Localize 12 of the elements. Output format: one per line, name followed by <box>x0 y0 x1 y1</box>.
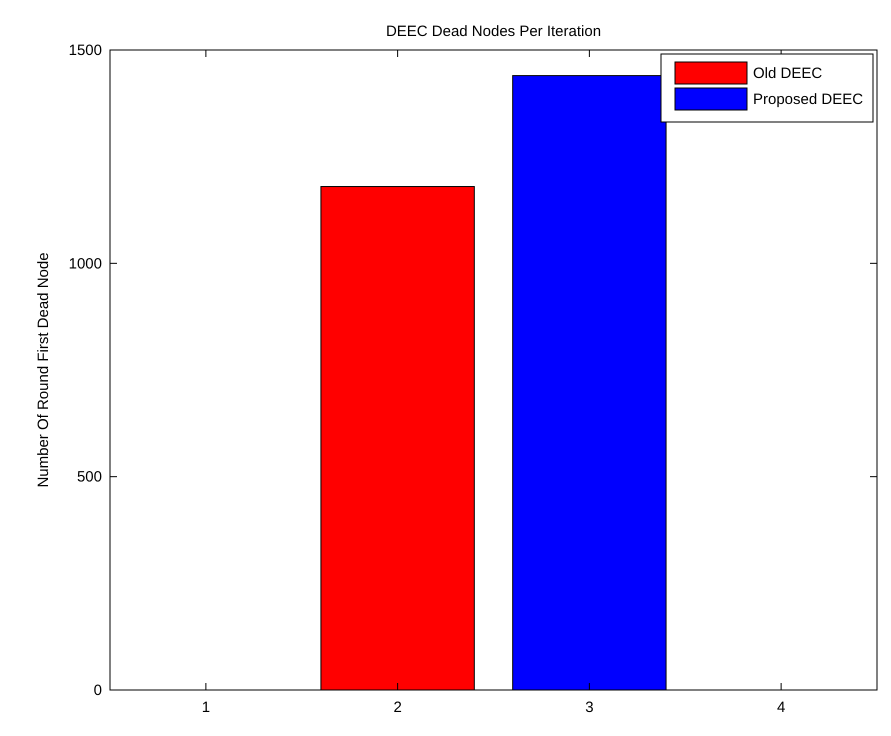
x-tick-label: 3 <box>585 699 594 716</box>
y-tick-label: 1500 <box>68 42 102 59</box>
legend-label: Old DEEC <box>753 65 822 82</box>
legend-label: Proposed DEEC <box>753 91 864 108</box>
y-tick-label: 0 <box>94 682 102 699</box>
x-tick-label: 2 <box>393 699 402 716</box>
x-tick-label: 4 <box>776 699 786 716</box>
y-axis-title: Number Of Round First Dead Node <box>35 252 52 488</box>
x-tick-label: 1 <box>202 699 210 716</box>
y-tick-label: 1000 <box>68 255 102 272</box>
chart-title: DEEC Dead Nodes Per Iteration <box>386 23 602 40</box>
y-tick-label: 500 <box>76 468 102 486</box>
